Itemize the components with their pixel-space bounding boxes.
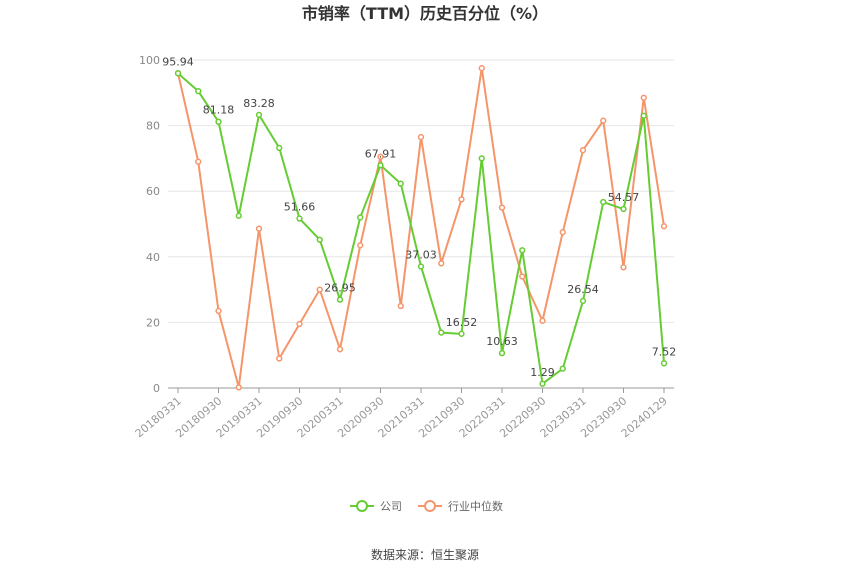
legend-marker — [356, 500, 368, 512]
y-tick-label: 60 — [146, 185, 160, 198]
data-point[interactable] — [195, 88, 202, 95]
chart-title: 市销率（TTM）历史百分位（%） — [302, 4, 548, 23]
y-tick-label: 80 — [146, 120, 160, 133]
data-point[interactable] — [276, 144, 283, 152]
legend[interactable]: 公司 行业中位数 — [350, 499, 503, 513]
data-point[interactable] — [397, 302, 404, 310]
legend-item-company[interactable]: 公司 — [350, 500, 402, 513]
data-point[interactable] — [579, 297, 587, 305]
data-labels: 95.94 81.18 83.28 51.66 26.95 67.91 37.03 16.52… — [162, 55, 676, 378]
data-point[interactable] — [559, 229, 566, 236]
data-point[interactable] — [377, 153, 384, 160]
data-point[interactable] — [357, 214, 364, 221]
data-point[interactable] — [235, 384, 242, 391]
data-point[interactable] — [478, 155, 485, 162]
legend-item-industry-median[interactable]: 行业中位数 — [418, 499, 503, 513]
data-label: 26.54 — [567, 283, 599, 296]
y-tick-label: 40 — [146, 251, 160, 264]
data-label: 16.52 — [446, 316, 478, 329]
data-point[interactable] — [660, 360, 668, 367]
data-point[interactable] — [539, 317, 546, 324]
data-point[interactable] — [235, 212, 242, 219]
data-point[interactable] — [255, 225, 263, 232]
data-point[interactable] — [377, 162, 384, 169]
x-axis: 2018033120180930201903312019093020200331… — [133, 387, 674, 440]
data-point[interactable] — [579, 147, 587, 154]
data-point[interactable] — [640, 94, 647, 101]
legend-marker — [424, 500, 436, 512]
data-point[interactable] — [539, 380, 546, 387]
data-point[interactable] — [519, 247, 526, 254]
y-axis: 0 20 40 60 80 100 — [139, 54, 160, 395]
data-point[interactable] — [519, 273, 526, 280]
data-point[interactable] — [397, 180, 404, 187]
data-point[interactable] — [498, 349, 506, 357]
legend-label: 公司 — [380, 500, 402, 513]
series-line-company — [177, 72, 665, 385]
data-label: 7.52 — [652, 345, 677, 358]
data-point[interactable] — [498, 204, 506, 211]
grid — [168, 59, 674, 323]
data-point[interactable] — [336, 346, 344, 353]
data-point[interactable] — [276, 355, 283, 362]
data-point[interactable] — [195, 158, 202, 165]
data-point[interactable] — [438, 260, 445, 267]
data-point[interactable] — [640, 112, 647, 119]
data-label: 26.95 — [324, 282, 356, 295]
data-point[interactable] — [417, 133, 425, 141]
source-note: 数据来源：恒生聚源 — [371, 547, 479, 562]
data-point[interactable] — [215, 307, 222, 315]
data-point[interactable] — [316, 236, 323, 243]
data-point[interactable] — [458, 330, 465, 337]
data-point[interactable] — [660, 223, 668, 230]
data-point[interactable] — [296, 215, 303, 222]
data-label: 95.94 — [162, 55, 194, 68]
data-point[interactable] — [600, 117, 607, 124]
data-label: 37.03 — [405, 249, 437, 262]
data-point[interactable] — [174, 70, 182, 77]
data-point[interactable] — [336, 296, 344, 303]
data-point[interactable] — [316, 286, 323, 293]
data-point[interactable] — [620, 264, 627, 271]
data-point[interactable] — [296, 320, 303, 328]
data-point[interactable] — [458, 196, 465, 203]
data-point[interactable] — [215, 118, 222, 125]
y-tick-label: 0 — [153, 382, 160, 395]
data-label: 54.57 — [608, 191, 640, 204]
series — [174, 65, 668, 391]
data-point[interactable] — [559, 365, 566, 372]
data-point[interactable] — [478, 65, 485, 72]
y-tick-label: 100 — [139, 54, 160, 67]
data-label: 1.29 — [530, 366, 555, 379]
data-point[interactable] — [600, 198, 607, 206]
y-tick-label: 20 — [146, 316, 160, 329]
legend-label: 行业中位数 — [448, 499, 503, 513]
data-label: 51.66 — [284, 201, 316, 214]
data-label: 83.28 — [243, 97, 275, 110]
data-point[interactable] — [255, 111, 263, 118]
data-point[interactable] — [417, 263, 425, 270]
data-point[interactable] — [438, 329, 445, 336]
data-point[interactable] — [620, 205, 627, 213]
series-line-industry-median — [177, 67, 665, 389]
data-label: 10.63 — [486, 335, 518, 348]
data-label: 67.91 — [365, 147, 397, 160]
data-point[interactable] — [357, 242, 364, 249]
data-label: 81.18 — [203, 104, 235, 117]
